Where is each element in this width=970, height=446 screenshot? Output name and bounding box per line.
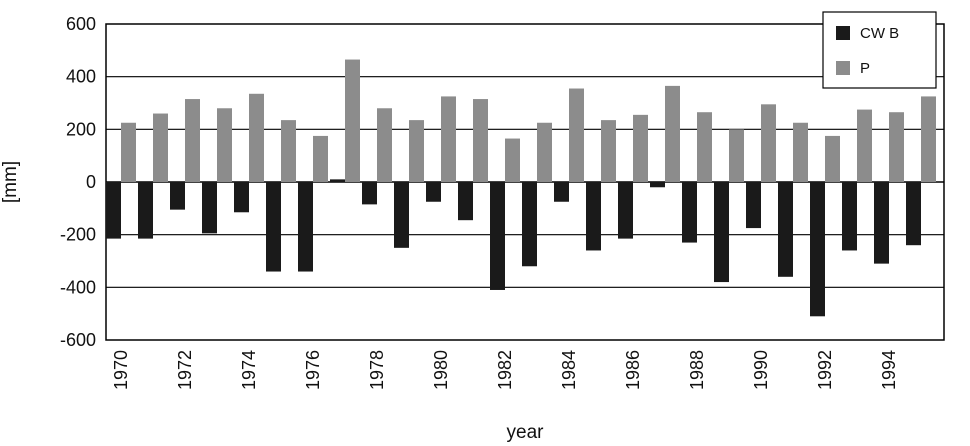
bar-cwb-1985 [586,182,601,251]
bar-p-1974 [249,93,264,182]
bars [106,59,936,317]
bar-p-1992 [825,135,840,182]
bar-cwb-1982 [490,182,505,290]
bar-p-1977 [345,59,360,182]
bar-cwb-1976 [298,182,313,272]
bar-p-1972 [185,99,200,182]
bar-cwb-1987 [650,182,665,188]
x-tick-label: 1982 [495,350,515,390]
bar-p-1973 [217,108,232,182]
bar-p-1994 [889,112,904,182]
x-tick-label: 1984 [559,350,579,390]
bar-cwb-1992 [810,182,825,317]
bar-p-1989 [729,129,744,182]
bar-cwb-1971 [138,182,153,239]
bar-p-1984 [569,88,584,182]
x-tick-label: 1976 [303,350,323,390]
bar-cwb-1990 [746,182,761,229]
bar-cwb-1994 [874,182,889,264]
bar-p-1983 [537,122,552,182]
bar-p-1979 [409,120,424,182]
x-tick-label: 1986 [623,350,643,390]
y-tick-label: 200 [66,119,96,139]
bar-cwb-1978 [362,182,377,205]
x-tick-label: 1978 [367,350,387,390]
y-tick-label: -600 [60,330,96,350]
bar-cwb-1970 [106,182,121,239]
bar-cwb-1986 [618,182,633,239]
x-tick-label: 1990 [751,350,771,390]
x-tick-label: 1988 [687,350,707,390]
bar-cwb-1988 [682,182,697,243]
bar-p-1993 [857,109,872,182]
bar-cwb-1977 [330,179,345,182]
bar-cwb-1975 [266,182,281,272]
x-tick-labels: 1970 1972 1974 1976 1978 1980 1982 1984 1986 1988… [111,350,899,390]
bar-cwb-1989 [714,182,729,283]
bar-p-1988 [697,112,712,182]
x-tick-label: 1972 [175,350,195,390]
x-tick-label: 1974 [239,350,259,390]
legend: CW B P [822,11,937,89]
bar-p-1980 [441,96,456,182]
bar-p-1981 [473,99,488,182]
y-axis-title: [mm] [0,161,21,203]
bar-cwb-1995 [906,182,921,246]
bar-cwb-1991 [778,182,793,277]
legend-swatch-p [836,61,850,75]
x-tick-label: 1994 [879,350,899,390]
bar-cwb-1983 [522,182,537,267]
y-tick-label: -400 [60,277,96,297]
bar-cwb-1973 [202,182,217,234]
bar-p-1978 [377,108,392,182]
bar-cwb-1981 [458,182,473,221]
bar-p-1971 [153,113,168,182]
bar-p-1990 [761,104,776,182]
bar-p-1970 [121,122,136,182]
bar-p-1986 [633,114,648,182]
bar-cwb-1974 [234,182,249,213]
legend-label-cwb: CW B [860,25,899,42]
y-tick-label: -200 [60,225,96,245]
legend-label-p: P [860,60,870,77]
bar-cwb-1972 [170,182,185,210]
y-tick-labels: -600 -400 -200 0 200 400 600 [60,14,96,350]
bar-cwb-1984 [554,182,569,202]
x-axis-title: year [507,422,545,443]
legend-swatch-cwb [836,26,850,40]
bar-cwb-1993 [842,182,857,251]
bar-cwb-1980 [426,182,441,202]
bar-p-1975 [281,120,296,182]
bar-p-1985 [601,120,616,182]
y-tick-label: 0 [86,172,96,192]
bar-p-1995 [921,96,936,182]
x-tick-label: 1970 [111,350,131,390]
bar-p-1987 [665,85,680,182]
y-tick-label: 600 [66,14,96,34]
bar-p-1982 [505,138,520,182]
x-tick-label: 1980 [431,350,451,390]
bar-p-1991 [793,122,808,182]
legend-box [822,11,937,89]
y-tick-label: 400 [66,67,96,87]
bar-cwb-1979 [394,182,409,248]
bar-p-1976 [313,135,328,182]
x-tick-label: 1992 [815,350,835,390]
